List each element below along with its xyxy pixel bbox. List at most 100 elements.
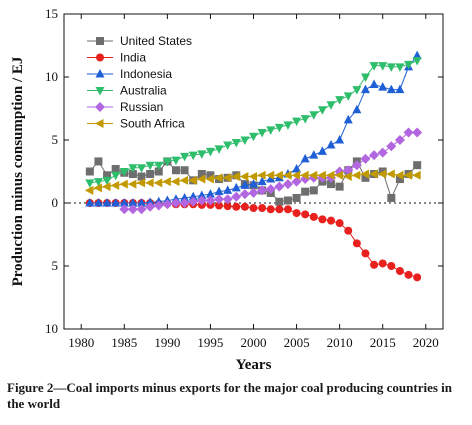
data-point-australia xyxy=(404,60,414,70)
data-point-indonesia xyxy=(188,191,198,201)
data-point-south-africa xyxy=(343,172,352,182)
data-point-australia xyxy=(205,147,215,157)
data-point-indonesia xyxy=(317,146,327,155)
data-point-australia xyxy=(154,161,164,171)
data-point-indonesia xyxy=(93,198,103,207)
data-point-south-africa xyxy=(394,170,404,180)
data-point-india xyxy=(387,262,396,270)
coal-chart: 1980 1985 1990 1995 2000 2005 2010 2015 2020 15 10… xyxy=(10,6,444,373)
data-point-india xyxy=(404,270,413,279)
data-point-australia xyxy=(266,126,276,135)
data-point-south-africa xyxy=(369,169,378,179)
data-point-australia xyxy=(249,132,258,142)
data-point-south-africa xyxy=(231,172,240,182)
data-point-australia xyxy=(412,57,422,66)
legend-label-india: India xyxy=(120,51,146,65)
data-point-united-states xyxy=(137,172,146,181)
data-point-south-africa xyxy=(110,180,120,190)
data-point-russian xyxy=(231,191,242,202)
data-point-australia xyxy=(137,164,147,173)
x-tick-label: 1995 xyxy=(197,335,223,350)
data-point-indonesia xyxy=(180,192,190,202)
data-point-indonesia xyxy=(145,197,155,206)
data-point-russian xyxy=(239,189,250,200)
data-point-russian xyxy=(153,200,164,211)
data-point-south-africa xyxy=(412,170,421,180)
data-point-south-africa xyxy=(351,170,361,180)
data-point-south-africa xyxy=(282,170,292,180)
data-point-russian xyxy=(205,195,216,206)
data-point-indonesia xyxy=(309,150,319,159)
series-line-india xyxy=(89,202,418,278)
data-point-indonesia xyxy=(412,50,422,60)
data-point-australia xyxy=(214,145,224,154)
data-point-south-africa xyxy=(377,169,387,179)
data-point-india xyxy=(344,226,353,235)
data-point-india xyxy=(352,239,361,248)
data-point-indonesia xyxy=(223,185,233,194)
data-point-australia xyxy=(188,151,198,161)
data-point-united-states xyxy=(361,173,370,182)
data-point-indonesia xyxy=(119,198,129,207)
data-point-india xyxy=(292,209,301,218)
data-point-south-africa xyxy=(214,173,223,183)
data-point-australia xyxy=(93,178,103,187)
data-point-russian xyxy=(394,135,405,145)
data-point-india xyxy=(266,205,275,214)
data-point-russian xyxy=(136,204,147,215)
data-point-australia xyxy=(197,150,207,159)
data-point-united-states xyxy=(292,193,301,202)
data-point-russian xyxy=(377,147,388,158)
data-point-south-africa xyxy=(248,172,257,182)
data-point-united-states xyxy=(197,170,206,179)
data-point-united-states xyxy=(413,161,422,170)
data-point-australia xyxy=(145,161,155,171)
data-point-south-africa xyxy=(222,173,232,183)
data-point-south-africa xyxy=(102,182,111,192)
data-point-india xyxy=(361,249,370,258)
data-point-indonesia xyxy=(300,153,310,163)
series-south-africa xyxy=(84,169,421,195)
data-point-australia xyxy=(386,63,396,72)
data-point-australia xyxy=(283,121,293,130)
data-point-indonesia xyxy=(214,186,224,196)
data-point-south-africa xyxy=(239,172,249,182)
data-point-south-africa xyxy=(188,175,197,185)
data-point-australia xyxy=(395,63,405,72)
data-point-india xyxy=(413,273,422,282)
data-point-united-states xyxy=(335,182,344,191)
data-point-russian xyxy=(403,127,414,138)
y-tick-label: 0 xyxy=(52,195,59,210)
legend-marker-south-africa xyxy=(95,119,104,128)
data-point-south-africa xyxy=(170,177,180,187)
data-point-united-states xyxy=(283,196,292,205)
data-point-australia xyxy=(274,123,284,133)
data-point-indonesia xyxy=(111,198,121,207)
data-point-united-states xyxy=(171,166,180,175)
data-point-russian xyxy=(196,195,207,206)
data-point-south-africa xyxy=(162,177,171,187)
data-point-australia xyxy=(171,156,181,166)
series-indonesia xyxy=(85,50,422,207)
legend-marker-india xyxy=(96,53,104,62)
data-point-india xyxy=(258,204,267,213)
data-point-indonesia xyxy=(352,104,362,114)
data-point-russian xyxy=(179,198,190,208)
data-point-russian xyxy=(369,150,380,161)
data-point-russian xyxy=(170,198,181,208)
data-point-south-africa xyxy=(300,170,309,180)
data-point-united-states xyxy=(387,193,396,202)
data-point-south-africa xyxy=(386,169,395,179)
data-point-australia xyxy=(292,117,302,127)
x-axis-title: Years xyxy=(236,357,272,373)
data-point-russian xyxy=(265,184,276,195)
data-point-australia xyxy=(257,128,267,138)
data-point-russian xyxy=(257,185,268,196)
data-point-south-africa xyxy=(334,170,344,180)
data-point-united-states xyxy=(85,167,94,176)
data-point-australia xyxy=(85,179,95,188)
series-india xyxy=(85,199,422,282)
figure-caption: Figure 2—Coal imports minus exports for … xyxy=(7,380,453,411)
data-point-indonesia xyxy=(257,176,267,186)
data-point-australia xyxy=(300,115,310,124)
